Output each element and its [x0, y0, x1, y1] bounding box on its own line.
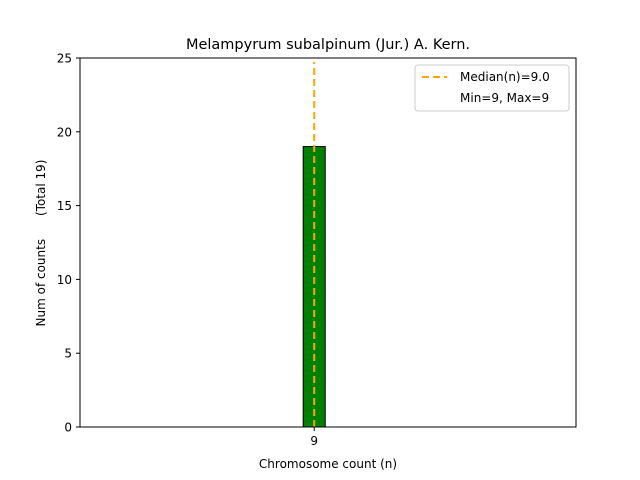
y-tick-label: 10	[57, 273, 72, 287]
x-axis-label: Chromosome count (n)	[259, 457, 397, 471]
bar-9	[302, 146, 326, 428]
chart-title: Melampyrum subalpinum (Jur.) A. Kern.	[186, 37, 470, 53]
legend-median-label: Median(n)=9.0	[460, 70, 550, 84]
axes-frame	[79, 57, 577, 428]
legend-box	[414, 64, 570, 112]
y-tick-label: 0	[64, 421, 72, 435]
y-tick-label: 20	[57, 125, 72, 139]
legend-minmax-label: Min=9, Max=9	[460, 91, 549, 105]
plot-area: 0 5 10 15 20 25 9	[57, 52, 577, 448]
y-tick-label: 15	[57, 199, 72, 213]
y-tick-label: 25	[57, 52, 72, 66]
y-tick-label: 5	[64, 347, 72, 361]
y-axis-label: Num of counts (Total 19)	[34, 160, 48, 327]
legend: Median(n)=9.0 Min=9, Max=9	[414, 64, 570, 112]
x-tick-label: 9	[310, 434, 318, 448]
